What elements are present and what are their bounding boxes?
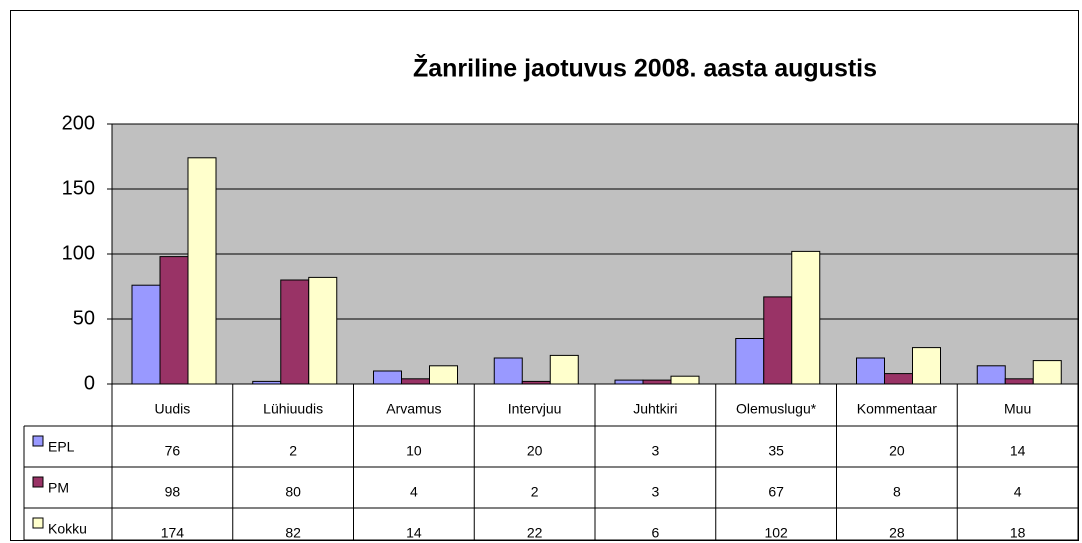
bar [308, 276, 338, 385]
category-label: Lühiuudis [263, 401, 323, 417]
table-value: 28 [889, 525, 905, 541]
legend-swatch [32, 435, 44, 447]
bar [521, 380, 551, 385]
category-label: Arvamus [386, 401, 441, 417]
bar [735, 338, 765, 385]
table-value: 8 [893, 484, 901, 500]
legend-label: PM [48, 480, 69, 496]
table-value: 20 [889, 443, 905, 459]
y-tick-label: 0 [84, 372, 95, 394]
table-value: 2 [531, 484, 539, 500]
table-value: 18 [1010, 525, 1026, 541]
table-value: 80 [285, 484, 301, 500]
bar [493, 357, 523, 385]
y-tick-label: 200 [62, 112, 95, 134]
table-value: 35 [768, 443, 784, 459]
table-value: 2 [289, 443, 297, 459]
category-label: Olemuslugu* [736, 401, 817, 417]
table-value: 3 [651, 443, 659, 459]
table-value: 67 [768, 484, 784, 500]
table-value: 174 [161, 525, 185, 541]
bar [401, 378, 430, 385]
category-label: Kommentaar [857, 401, 937, 417]
table-value: 4 [1014, 484, 1022, 500]
legend-label: EPL [48, 439, 75, 455]
bar [549, 354, 579, 385]
bar [280, 279, 310, 385]
bar [252, 380, 282, 385]
bar [1004, 378, 1034, 385]
table-value: 3 [651, 484, 659, 500]
legend-swatch [32, 517, 44, 529]
table-value: 98 [165, 484, 181, 500]
bar [131, 284, 161, 385]
bar [373, 370, 402, 385]
table-value: 14 [1010, 443, 1026, 459]
table-value: 4 [410, 484, 418, 500]
bar [976, 365, 1006, 385]
bar [614, 379, 644, 385]
bar [429, 365, 458, 385]
category-label: Intervjuu [508, 401, 562, 417]
legend-label: Kokku [48, 521, 87, 537]
table-value: 20 [527, 443, 543, 459]
bar [791, 250, 821, 385]
category-label: Juhtkiri [633, 401, 677, 417]
bar [912, 347, 941, 385]
y-tick-label: 150 [62, 177, 95, 199]
bar [187, 157, 217, 385]
table-value: 6 [651, 525, 659, 541]
table-value: 82 [285, 525, 301, 541]
category-label: Uudis [154, 401, 190, 417]
table-value: 14 [406, 525, 422, 541]
table-value: 10 [406, 443, 422, 459]
bar [642, 379, 672, 385]
table-value: 22 [527, 525, 543, 541]
table-value: 76 [165, 443, 181, 459]
table-value: 102 [764, 525, 788, 541]
bar [1032, 360, 1062, 385]
bar [856, 357, 885, 385]
legend-swatch [32, 476, 44, 488]
category-label: Muu [1004, 401, 1031, 417]
y-tick-label: 100 [62, 242, 95, 264]
bar [884, 373, 913, 385]
y-tick-label: 50 [73, 307, 95, 329]
chart-title: Žanriline jaotuvus 2008. aasta augustis [413, 53, 877, 83]
bar [763, 296, 793, 385]
bar [670, 375, 700, 385]
bar [159, 256, 189, 385]
